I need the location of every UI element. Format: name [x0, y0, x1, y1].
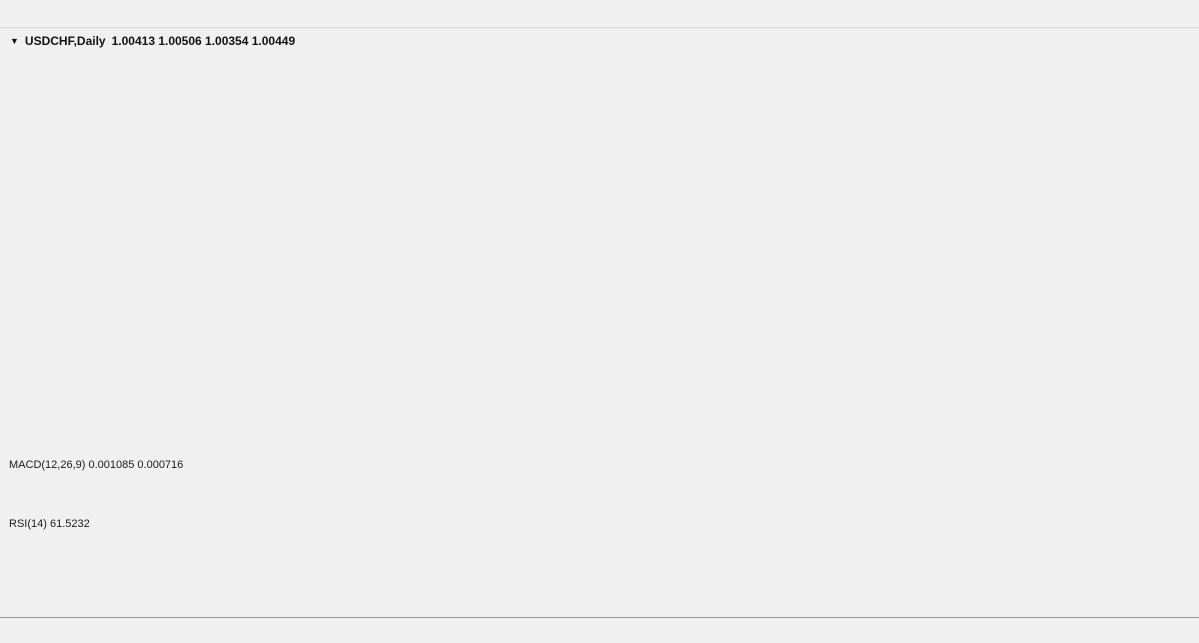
timeframe-toolbar — [0, 0, 1199, 28]
macd-label: MACD(12,26,9) 0.001085 0.000716 — [9, 459, 184, 471]
chart-ohlc-values: 1.00413 1.00506 1.00354 1.00449 — [111, 34, 296, 48]
collapse-chart-icon[interactable]: ▼ — [10, 36, 19, 46]
chart-title: ▼ USDCHF,Daily 1.00413 1.00506 1.00354 1… — [10, 35, 295, 48]
rsi-label: RSI(14) 61.5232 — [9, 518, 90, 530]
symbol-tabbar — [0, 617, 1199, 643]
chart-symbol-label: USDCHF,Daily — [24, 34, 106, 48]
